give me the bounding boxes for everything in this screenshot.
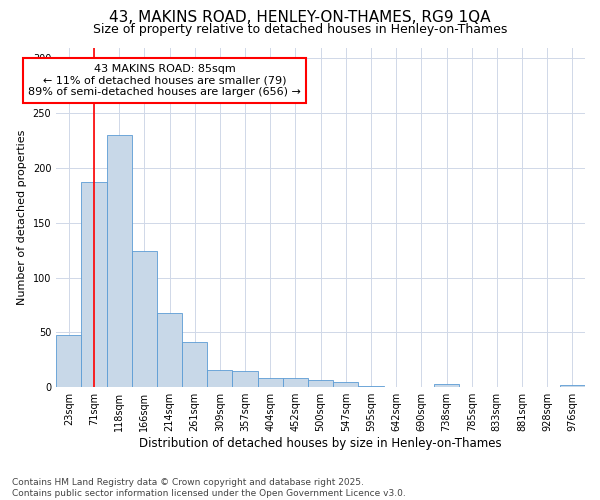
Bar xyxy=(56,334,82,387)
Bar xyxy=(157,312,182,387)
Bar xyxy=(283,378,308,387)
Bar xyxy=(434,384,459,387)
Bar xyxy=(107,135,132,387)
Bar xyxy=(182,342,208,387)
Text: 43 MAKINS ROAD: 85sqm
← 11% of detached houses are smaller (79)
89% of semi-deta: 43 MAKINS ROAD: 85sqm ← 11% of detached … xyxy=(28,64,301,97)
Bar xyxy=(257,378,283,387)
Bar xyxy=(358,386,383,387)
Bar xyxy=(232,371,257,387)
X-axis label: Distribution of detached houses by size in Henley-on-Thames: Distribution of detached houses by size … xyxy=(139,437,502,450)
Text: Size of property relative to detached houses in Henley-on-Thames: Size of property relative to detached ho… xyxy=(93,22,507,36)
Bar xyxy=(208,370,232,387)
Bar xyxy=(82,182,107,387)
Text: Contains HM Land Registry data © Crown copyright and database right 2025.
Contai: Contains HM Land Registry data © Crown c… xyxy=(12,478,406,498)
Text: 43, MAKINS ROAD, HENLEY-ON-THAMES, RG9 1QA: 43, MAKINS ROAD, HENLEY-ON-THAMES, RG9 1… xyxy=(109,10,491,25)
Bar xyxy=(308,380,333,387)
Bar xyxy=(333,382,358,387)
Bar xyxy=(132,252,157,387)
Y-axis label: Number of detached properties: Number of detached properties xyxy=(17,130,27,305)
Bar xyxy=(560,385,585,387)
